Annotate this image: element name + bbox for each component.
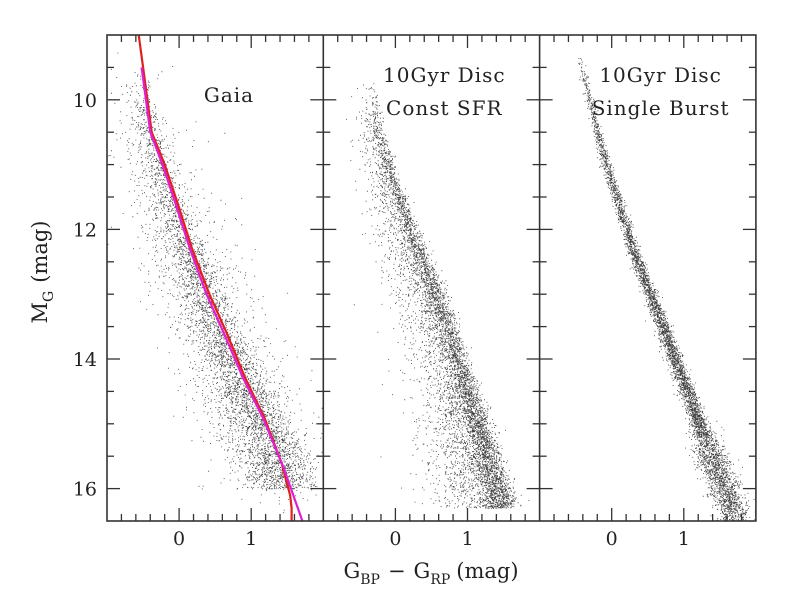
x-tick-label: 0 xyxy=(389,528,401,550)
scatter-points xyxy=(107,52,323,514)
panel-label-gaia: Gaia xyxy=(204,83,254,107)
panel-points-const-sfr xyxy=(346,83,530,509)
panel-label-single-burst: 10Gyr Disc xyxy=(599,63,722,87)
magenta-fit-curve xyxy=(140,67,304,522)
x-tick-label: 1 xyxy=(678,528,690,550)
panel-labels: Gaia 10Gyr Disc Const SFR 10Gyr Disc Single … xyxy=(204,63,730,120)
x-tick-label: 0 xyxy=(606,528,618,550)
x-tick-label: 1 xyxy=(245,528,257,550)
outer-frame xyxy=(106,34,757,522)
panel-label-const-sfr: Const SFR xyxy=(386,96,503,120)
x-axis-label: GBP − GRP (mag) xyxy=(343,559,518,588)
plot-frame xyxy=(106,34,757,522)
y-tick-label: 14 xyxy=(73,349,97,371)
y-tick-label: 10 xyxy=(73,90,97,112)
scatter-points xyxy=(578,58,756,522)
y-tick-label: 12 xyxy=(73,219,97,241)
panel-label-single-burst: Single Burst xyxy=(592,96,730,120)
panel-points-single-burst xyxy=(578,58,756,522)
red-isochrone-curve xyxy=(137,34,293,521)
x-tick-label: 1 xyxy=(461,528,473,550)
x-tick-label: 0 xyxy=(173,528,185,550)
curves-layer xyxy=(137,34,304,522)
scatter-points xyxy=(346,83,530,509)
y-axis-label: MG(mag) xyxy=(28,221,57,324)
panel-label-const-sfr: 10Gyr Disc xyxy=(383,63,506,87)
scatter-points-layer xyxy=(107,52,756,522)
axis-ticks xyxy=(107,35,756,521)
y-tick-label: 16 xyxy=(73,479,97,501)
panel-points-gaia xyxy=(107,52,323,514)
